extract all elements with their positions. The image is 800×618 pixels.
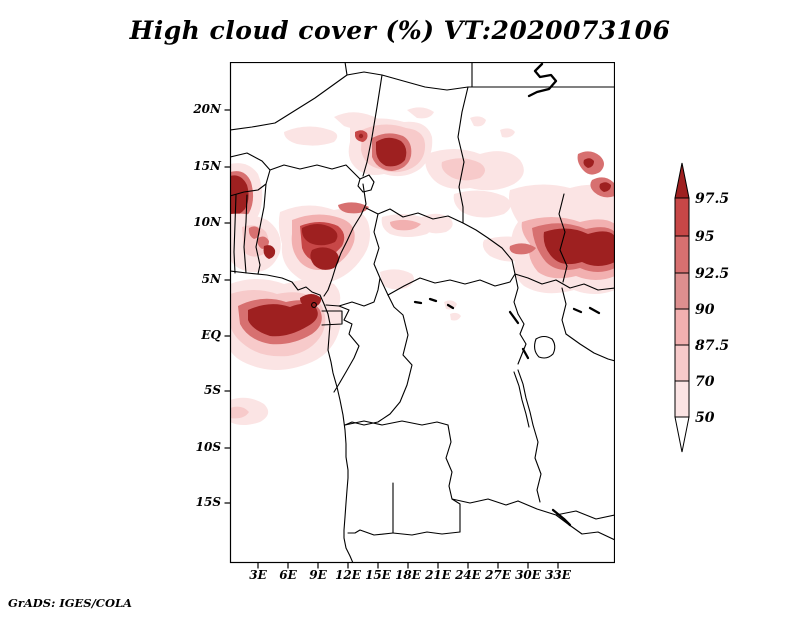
cloud-shade-region (441, 158, 485, 181)
colorbar-label: 92.5 (695, 266, 729, 282)
cloud-shade-region (248, 303, 318, 337)
nile-river (527, 62, 558, 98)
lon-tick-marks (257, 563, 559, 569)
attribution: GrADS: IGES/COLA (8, 596, 132, 610)
congo-river-marks (413, 297, 455, 310)
colorbar-segment (674, 344, 690, 382)
cloud-shade-region (599, 182, 611, 192)
cloud-shade-region (453, 190, 511, 218)
lon-tick-label: 6E (279, 568, 297, 582)
lake-edward (521, 347, 530, 360)
lake-victoria (533, 335, 556, 359)
cloud-shade-region (583, 158, 594, 168)
lat-tick-label: 5N (201, 272, 221, 286)
colorbar-segment (674, 380, 690, 418)
lat-tick-label: 15N (193, 159, 221, 173)
colorbar-segment (674, 308, 690, 346)
cloud-shade-region (230, 175, 249, 217)
cloud-shade-region (338, 202, 369, 214)
cloud-shade-region (230, 406, 249, 419)
lake-tanganyika (517, 369, 534, 426)
cloud-shade-region (422, 213, 453, 234)
colorbar-arrow-bottom (674, 416, 690, 453)
lake-albert (508, 310, 520, 325)
cloud-shade-region (263, 245, 276, 259)
lat-tick-label: 15S (195, 495, 221, 509)
lake-chad (357, 174, 375, 193)
lon-tick-label: 21E (425, 568, 451, 582)
cloud-shade-region (390, 219, 421, 231)
lat-tick-label: 10N (193, 215, 221, 229)
rift-lakes (572, 306, 601, 315)
cloud-shading (230, 107, 615, 425)
colorbar-label: 87.5 (695, 338, 729, 354)
lon-tick-label: 3E (249, 568, 267, 582)
colorbar-segment (674, 272, 690, 310)
colorbar-label: 70 (695, 374, 715, 390)
colorbar-segment (674, 235, 690, 274)
lon-tick-label: 18E (395, 568, 421, 582)
lat-tick-label: 20N (193, 102, 221, 116)
lat-tick-label: EQ (201, 328, 221, 342)
colorbar: 97.5 95 92.5 90 87.5 70 50 (674, 162, 729, 453)
cloud-shade-region (248, 226, 261, 239)
colorbar-label: 90 (695, 302, 715, 318)
cloud-shade-region (450, 312, 461, 321)
lon-tick-label: 27E (485, 568, 511, 582)
colorbar-label: 50 (695, 410, 715, 426)
map-frame (229, 62, 615, 564)
lon-tick-label: 12E (335, 568, 361, 582)
cloud-shade-region (358, 133, 364, 139)
colorbar-label: 97.5 (695, 191, 729, 207)
cloud-shade-region (310, 247, 340, 270)
lon-tick-label: 33E (545, 568, 571, 582)
lon-tick-label: 9E (309, 568, 327, 582)
colorbar-segment (674, 197, 690, 237)
cloud-shade-region (500, 128, 515, 138)
colorbar-arrow-top (674, 162, 690, 199)
cloud-shade-region (230, 397, 269, 425)
plot-title: High cloud cover (%) VT:2020073106 (129, 16, 671, 45)
cloud-shade-region (284, 126, 338, 146)
cloud-shade-region (470, 116, 486, 127)
cloud-shade-region (300, 294, 322, 308)
cloud-shade-region (301, 224, 338, 246)
lon-tick-label: 15E (365, 568, 391, 582)
lon-tick-label: 24E (455, 568, 481, 582)
lon-tick-label: 30E (515, 568, 541, 582)
map-plot (224, 62, 615, 569)
lat-tick-label: 5S (203, 383, 221, 397)
country-borders (230, 62, 615, 563)
colorbar-label: 95 (695, 229, 714, 245)
cloud-shade-region (444, 300, 457, 310)
cloud-shade-region (509, 243, 536, 255)
cloud-shade-region (380, 269, 414, 290)
lat-tick-marks (224, 109, 230, 504)
cloud-shade-region (376, 137, 407, 167)
lat-tick-label: 10S (195, 440, 221, 454)
cloud-shade-region (543, 228, 615, 266)
lake-malawi (551, 508, 572, 527)
cloud-shade-region (407, 107, 434, 119)
coastline (230, 270, 354, 563)
bioko-island (311, 302, 317, 308)
